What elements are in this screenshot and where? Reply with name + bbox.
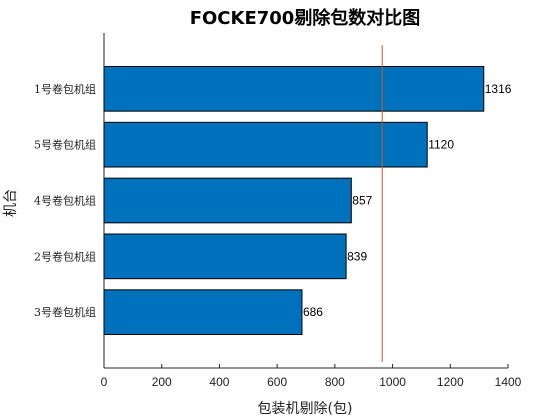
y-tick-label: 2号卷包机组: [34, 249, 96, 263]
bar: [103, 177, 352, 224]
y-tick-label: 4号卷包机组: [34, 194, 96, 208]
x-tick-label: 600: [267, 375, 287, 389]
bar: [103, 289, 303, 336]
x-tick-label: 200: [152, 375, 172, 389]
x-tick-label: 0: [101, 375, 108, 389]
bar: [103, 66, 485, 112]
x-tick-label: 1000: [379, 375, 406, 389]
bar: [103, 233, 347, 280]
data-label: 839: [347, 249, 367, 263]
x-axis-label: 包装机剔除(包): [258, 401, 353, 417]
y-tick-label: 3号卷包机组: [34, 305, 96, 319]
y-tick-label: 1号卷包机组: [34, 82, 96, 96]
x-tick-label: 400: [209, 375, 229, 389]
x-tick-label: 1400: [495, 375, 522, 389]
plot-area: 0 200 400 600 800 1000 1200 1400 1号卷包机组 1316 5号卷包机…: [34, 33, 522, 389]
y-tick-label: 5号卷包机组: [34, 138, 96, 152]
data-label: 857: [352, 194, 372, 208]
data-label: 1316: [485, 82, 512, 96]
y-axis-label: 机台: [3, 189, 19, 217]
data-label: 686: [303, 305, 323, 319]
x-tick-label: 1200: [437, 375, 464, 389]
bar: [103, 121, 428, 168]
data-label: 1120: [428, 138, 454, 152]
x-tick-label: 800: [325, 375, 345, 389]
chart-title: FOCKE700剔除包数对比图: [190, 7, 421, 29]
